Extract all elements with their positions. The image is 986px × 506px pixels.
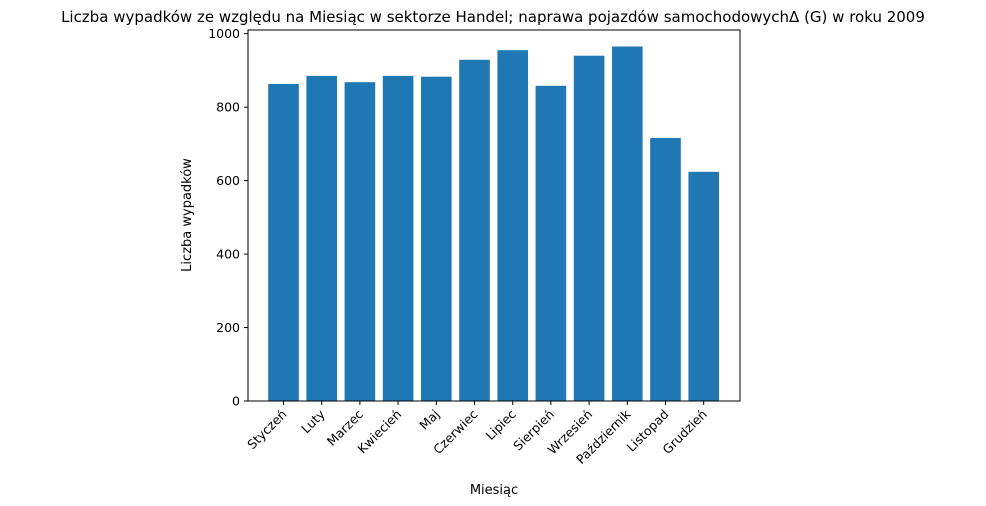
y-tick-label: 0	[232, 394, 240, 409]
x-tick-label: Lipiec	[482, 406, 518, 442]
bar-2	[306, 75, 337, 402]
x-tick-label: Luty	[298, 406, 328, 436]
bar-1	[268, 84, 299, 401]
bar-4	[382, 75, 414, 402]
y-axis: 0 200 400 600 800 1000	[208, 26, 248, 409]
bar-3	[344, 82, 376, 401]
bar-10	[612, 46, 643, 401]
x-tick-label: Styczeń	[244, 407, 289, 452]
x-tick-label: Maj	[416, 407, 442, 433]
bar-5	[421, 76, 452, 401]
bars-group	[268, 46, 719, 402]
y-tick-label: 800	[216, 100, 240, 115]
bar-9	[573, 55, 605, 401]
y-tick-label: 1000	[208, 26, 240, 41]
y-tick-label: 600	[216, 173, 240, 188]
plot-frame	[247, 29, 741, 402]
bar-8	[535, 85, 567, 402]
x-axis-label: Miesiąc	[470, 483, 518, 498]
bar-11	[650, 138, 681, 401]
bar-6	[459, 59, 490, 402]
bar-7	[497, 50, 528, 401]
bar-12	[688, 171, 719, 401]
y-axis-label: Liczba wypadków	[180, 158, 195, 272]
chart-title: Liczba wypadków ze względu na Miesiąc w …	[61, 8, 925, 26]
y-tick-label: 400	[216, 247, 240, 262]
y-tick-label: 200	[216, 320, 240, 335]
